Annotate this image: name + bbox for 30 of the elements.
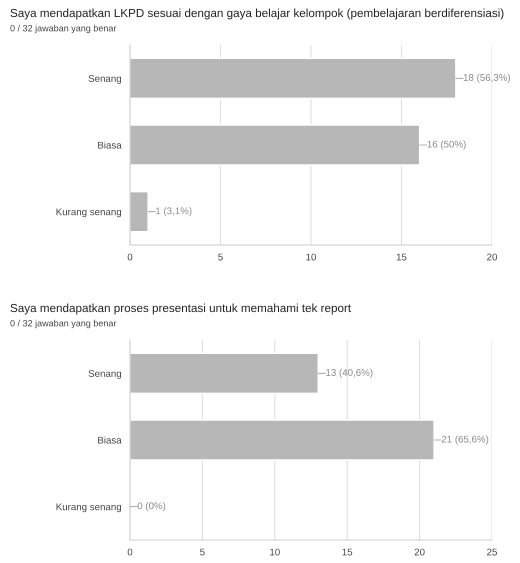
data-label: 0 (0%) xyxy=(138,502,166,512)
x-tick-label: 25 xyxy=(487,548,497,556)
x-tick-label: 10 xyxy=(270,548,280,556)
x-tick-label: 20 xyxy=(487,254,498,260)
x-tick-label: 0 xyxy=(128,548,132,556)
x-tick-label: 5 xyxy=(200,548,205,556)
y-tick-label: Kurang senang xyxy=(56,208,122,218)
y-tick-label: Kurang senang xyxy=(56,504,122,512)
bar xyxy=(130,124,420,166)
data-label: 16 (50%) xyxy=(428,140,466,150)
chart-title: Saya mendapatkan LKPD sesuai dengan gaya belajar kelompok (pembelajaran berdiferensiasi) xyxy=(10,8,504,20)
data-label: 1 (3,1%) xyxy=(156,207,192,216)
x-tick-label: 10 xyxy=(306,254,316,260)
data-label: 18 (56,3%) xyxy=(464,74,510,83)
x-tick-label: 15 xyxy=(342,548,352,556)
data-label: 13 (40,6%) xyxy=(326,368,372,378)
x-tick-label: 15 xyxy=(396,254,406,260)
x-tick-label: 5 xyxy=(218,254,223,260)
y-tick-label: Biasa xyxy=(98,436,122,444)
chart-subtitle: 0 / 32 jawaban yang benar xyxy=(10,24,116,34)
y-tick-label: Biasa xyxy=(98,141,122,149)
data-label: 21 (65,6%) xyxy=(442,435,488,445)
bar xyxy=(130,190,149,232)
y-tick-label: Senang xyxy=(88,75,122,84)
bar xyxy=(130,58,456,100)
chart-title: Saya mendapatkan proses presentasi untuk memahami tek report xyxy=(10,304,352,314)
x-tick-label: 20 xyxy=(414,548,425,556)
x-tick-label: 0 xyxy=(128,254,132,260)
y-tick-label: Senang xyxy=(88,370,122,379)
chart-subtitle: 0 / 32 jawaban yang benar xyxy=(10,320,116,328)
